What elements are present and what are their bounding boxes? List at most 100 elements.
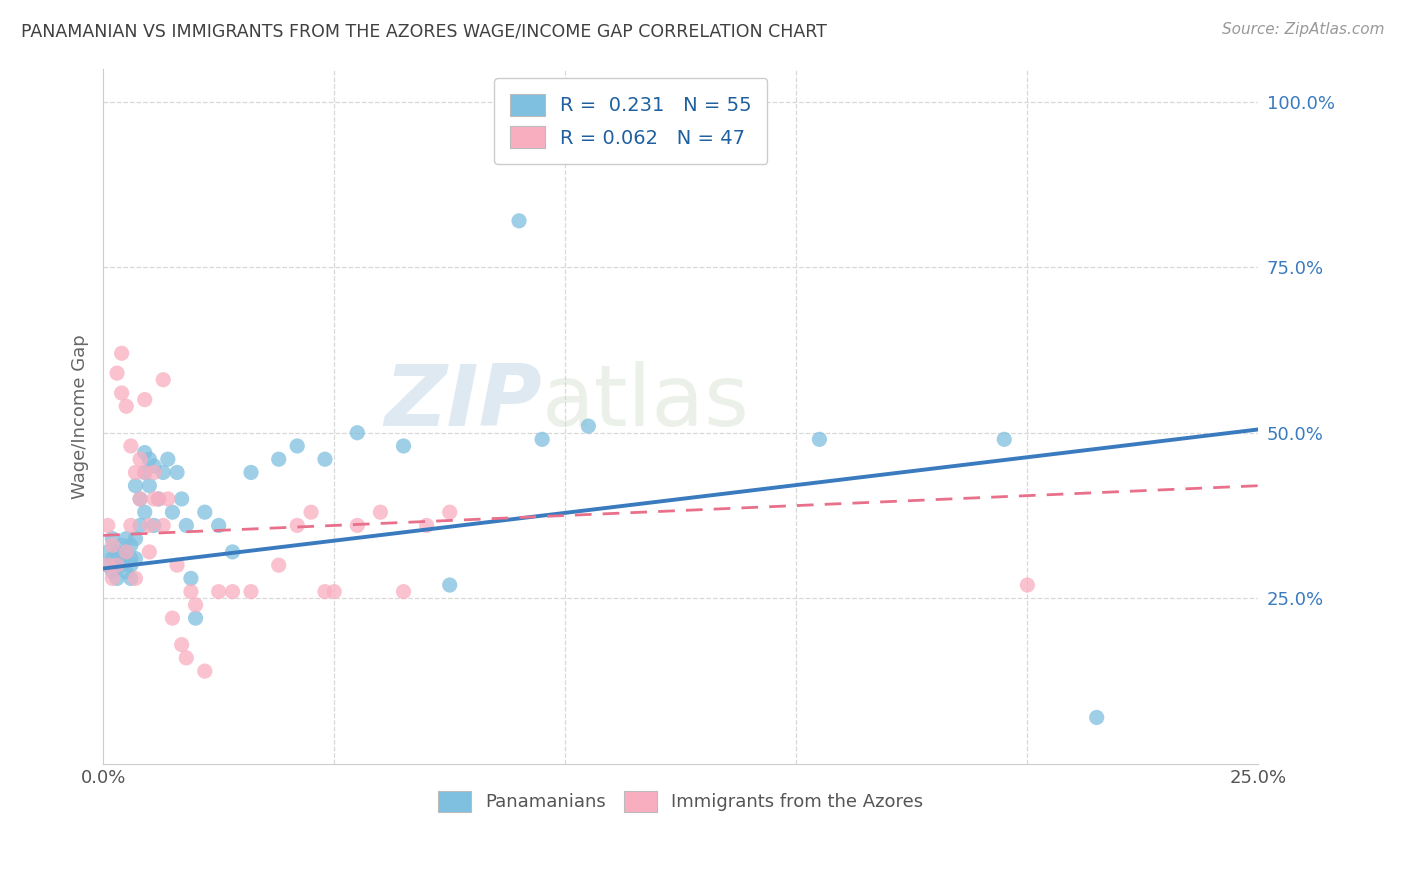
- Point: [105, 545, 128, 559]
- Point: [110, 558, 132, 573]
- Point: [531, 433, 554, 447]
- Point: [120, 551, 142, 566]
- Point: [166, 558, 188, 573]
- Point: [162, 505, 184, 519]
- Point: [105, 558, 128, 573]
- Legend: Panamanians, Immigrants from the Azores: Panamanians, Immigrants from the Azores: [426, 778, 936, 824]
- Point: [134, 466, 156, 480]
- Point: [143, 466, 166, 480]
- Point: [194, 505, 217, 519]
- Text: atlas: atlas: [543, 360, 751, 443]
- Point: [138, 518, 160, 533]
- Point: [180, 571, 202, 585]
- Point: [180, 584, 202, 599]
- Point: [314, 452, 336, 467]
- Point: [101, 551, 124, 566]
- Point: [134, 466, 156, 480]
- Point: [124, 479, 146, 493]
- Point: [138, 452, 160, 467]
- Point: [152, 518, 174, 533]
- Point: [101, 532, 124, 546]
- Point: [156, 491, 179, 506]
- Point: [267, 558, 290, 573]
- Point: [1085, 710, 1108, 724]
- Point: [148, 491, 170, 506]
- Point: [129, 452, 152, 467]
- Point: [124, 532, 146, 546]
- Point: [152, 466, 174, 480]
- Point: [129, 491, 152, 506]
- Point: [105, 571, 128, 585]
- Point: [97, 558, 120, 573]
- Point: [120, 558, 142, 573]
- Point: [115, 545, 138, 559]
- Point: [267, 452, 290, 467]
- Point: [194, 664, 217, 678]
- Text: ZIP: ZIP: [384, 360, 543, 443]
- Point: [240, 466, 263, 480]
- Point: [323, 584, 346, 599]
- Point: [129, 491, 152, 506]
- Point: [129, 518, 152, 533]
- Point: [415, 518, 437, 533]
- Point: [314, 584, 336, 599]
- Point: [392, 584, 415, 599]
- Point: [138, 545, 160, 559]
- Point: [110, 551, 132, 566]
- Point: [148, 491, 170, 506]
- Point: [508, 214, 530, 228]
- Point: [221, 545, 243, 559]
- Point: [143, 458, 166, 473]
- Point: [120, 518, 142, 533]
- Point: [299, 505, 322, 519]
- Point: [166, 466, 188, 480]
- Point: [176, 651, 198, 665]
- Point: [115, 532, 138, 546]
- Point: [124, 466, 146, 480]
- Point: [115, 399, 138, 413]
- Point: [1017, 578, 1039, 592]
- Point: [134, 445, 156, 459]
- Point: [101, 565, 124, 579]
- Point: [115, 545, 138, 559]
- Point: [170, 638, 193, 652]
- Point: [138, 479, 160, 493]
- Point: [101, 538, 124, 552]
- Point: [152, 373, 174, 387]
- Point: [97, 518, 120, 533]
- Point: [370, 505, 392, 519]
- Point: [576, 419, 599, 434]
- Point: [110, 346, 132, 360]
- Point: [124, 551, 146, 566]
- Point: [439, 578, 461, 592]
- Point: [120, 571, 142, 585]
- Text: PANAMANIAN VS IMMIGRANTS FROM THE AZORES WAGE/INCOME GAP CORRELATION CHART: PANAMANIAN VS IMMIGRANTS FROM THE AZORES…: [21, 22, 827, 40]
- Point: [162, 611, 184, 625]
- Point: [115, 565, 138, 579]
- Point: [808, 433, 831, 447]
- Point: [208, 518, 231, 533]
- Point: [285, 518, 308, 533]
- Point: [105, 366, 128, 380]
- Point: [105, 558, 128, 573]
- Point: [184, 611, 207, 625]
- Point: [392, 439, 415, 453]
- Y-axis label: Wage/Income Gap: Wage/Income Gap: [72, 334, 89, 499]
- Point: [110, 538, 132, 552]
- Text: Source: ZipAtlas.com: Source: ZipAtlas.com: [1222, 22, 1385, 37]
- Point: [143, 491, 166, 506]
- Point: [101, 571, 124, 585]
- Point: [176, 518, 198, 533]
- Point: [285, 439, 308, 453]
- Point: [97, 545, 120, 559]
- Point: [120, 439, 142, 453]
- Point: [110, 386, 132, 401]
- Point: [240, 584, 263, 599]
- Point: [156, 452, 179, 467]
- Point: [221, 584, 243, 599]
- Point: [134, 392, 156, 407]
- Point: [120, 538, 142, 552]
- Point: [439, 505, 461, 519]
- Point: [143, 518, 166, 533]
- Point: [346, 518, 368, 533]
